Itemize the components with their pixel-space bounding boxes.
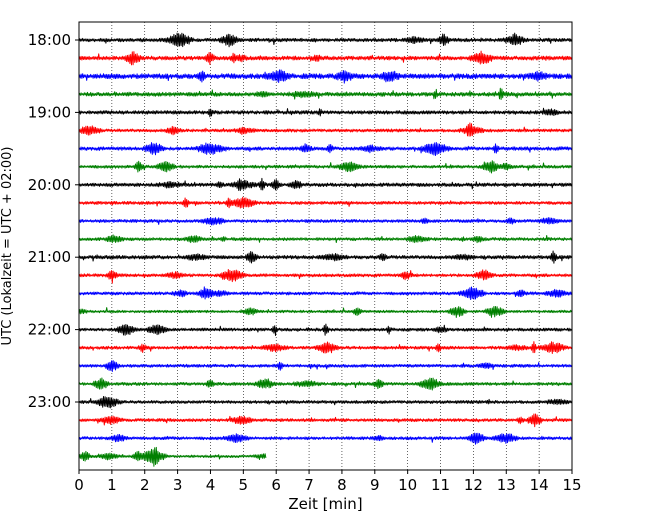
trace-row-5 <box>79 122 572 137</box>
x-tick-label: 15 <box>562 476 581 494</box>
y-axis-label: UTC (Lokalzeit = UTC + 02:00) <box>0 147 15 346</box>
trace-row-9 <box>79 196 572 209</box>
trace-row-22 <box>79 432 572 445</box>
seismogram-traces <box>79 32 572 467</box>
x-axis-ticks: 0 1 2 3 4 5 6 7 8 9 10 11 12 13 14 15 <box>74 470 582 494</box>
trace-row-13 <box>79 269 572 284</box>
trace-row-16 <box>79 323 572 336</box>
trace-row-20 <box>79 396 572 409</box>
x-tick-label: 12 <box>464 476 483 494</box>
y-tick-label: 21:00 <box>28 248 71 266</box>
trace-row-17 <box>79 341 572 355</box>
trace-row-10 <box>79 217 572 226</box>
y-axis-ticks: 18:00 19:00 20:00 21:00 22:00 23:00 <box>28 31 79 411</box>
x-tick-label: 0 <box>74 476 84 494</box>
y-tick-label: 23:00 <box>28 393 71 411</box>
x-tick-label: 13 <box>497 476 516 494</box>
trace-row-14 <box>79 286 572 301</box>
trace-row-3 <box>79 87 572 100</box>
trace-row-15 <box>79 305 572 318</box>
x-axis-label: Zeit [min] <box>288 495 362 513</box>
trace-row-19 <box>79 377 572 391</box>
trace-row-6 <box>79 141 572 157</box>
x-tick-label: 5 <box>239 476 249 494</box>
x-tick-label: 1 <box>107 476 117 494</box>
trace-row-2 <box>79 69 572 84</box>
plot-area-frame <box>78 21 573 471</box>
x-tick-label: 9 <box>370 476 380 494</box>
y-tick-label: 18:00 <box>28 31 71 49</box>
x-tick-label: 4 <box>206 476 216 494</box>
x-tick-label: 2 <box>140 476 150 494</box>
trace-row-18 <box>79 360 572 372</box>
trace-row-12 <box>79 250 572 264</box>
y-tick-label: 22:00 <box>28 321 71 339</box>
x-tick-label: 14 <box>530 476 549 494</box>
x-tick-label: 11 <box>431 476 450 494</box>
x-tick-label: 3 <box>173 476 183 494</box>
y-tick-label: 19:00 <box>28 103 71 121</box>
trace-row-11 <box>79 234 572 244</box>
trace-row-0 <box>79 32 572 48</box>
trace-row-1 <box>79 50 572 66</box>
trace-row-4 <box>79 107 572 118</box>
x-tick-label: 7 <box>304 476 314 494</box>
trace-row-21 <box>79 413 572 428</box>
trace-row-23 <box>79 446 267 467</box>
x-tick-label: 8 <box>337 476 347 494</box>
x-tick-label: 6 <box>271 476 281 494</box>
trace-row-8 <box>79 177 572 192</box>
y-tick-label: 20:00 <box>28 176 71 194</box>
x-tick-label: 10 <box>398 476 417 494</box>
trace-row-7 <box>79 160 572 174</box>
